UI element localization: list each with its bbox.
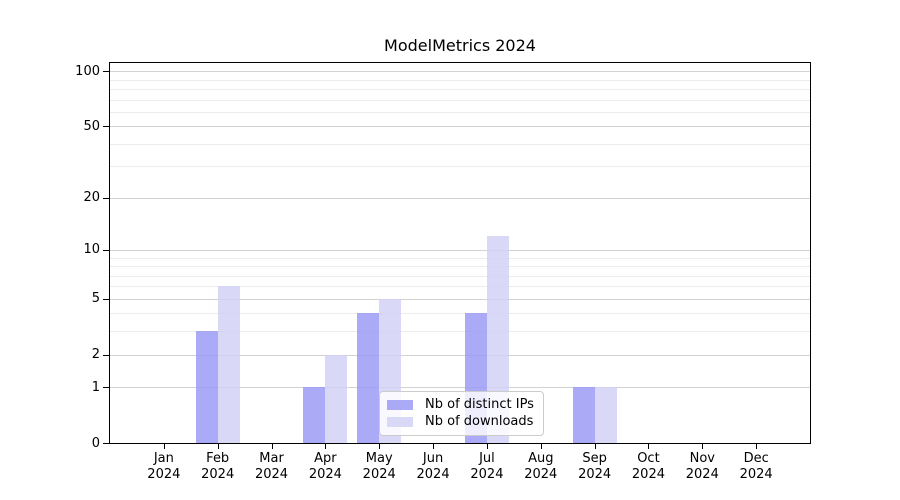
x-tick-label: Dec 2024 [739, 451, 773, 482]
y-gridline-major [110, 71, 810, 73]
x-tick-mark [702, 444, 704, 449]
x-tick-label: Sep 2024 [578, 451, 612, 482]
y-tick-label: 0 [91, 435, 100, 451]
legend-label: Nb of distinct IPs [425, 397, 534, 412]
y-gridline-minor [110, 266, 810, 268]
bar [572, 387, 595, 443]
x-tick-label: Aug 2024 [524, 451, 558, 482]
plot-area [110, 62, 810, 443]
y-tick-mark [103, 387, 109, 389]
chart-title: ModelMetrics 2024 [384, 36, 536, 55]
legend-item: Nb of distinct IPs [380, 397, 543, 414]
bottom-spine [109, 443, 811, 444]
y-gridline-minor [110, 275, 810, 277]
x-tick-label: Nov 2024 [685, 451, 719, 482]
legend-swatch-distinct-ips [387, 400, 413, 410]
y-tick-label: 100 [75, 63, 100, 79]
x-tick-label: Oct 2024 [631, 451, 665, 482]
y-tick-mark [103, 354, 109, 356]
y-gridline-minor [110, 286, 810, 288]
x-tick-label: Jul 2024 [470, 451, 504, 482]
legend-item: Nb of downloads [380, 414, 543, 431]
bar [303, 387, 326, 443]
y-gridline-major [110, 387, 810, 389]
x-tick-mark [756, 444, 758, 449]
y-gridline-minor [110, 143, 810, 145]
y-tick-label: 5 [91, 291, 100, 307]
y-gridline-major [110, 298, 810, 300]
y-gridline-minor [110, 331, 810, 333]
bar [594, 387, 617, 443]
y-tick-mark [103, 298, 109, 300]
x-tick-label: Apr 2024 [308, 451, 342, 482]
y-tick-label: 20 [83, 190, 100, 206]
legend-label: Nb of downloads [425, 414, 534, 429]
x-tick-mark [594, 444, 596, 449]
y-gridline-minor [110, 89, 810, 91]
y-gridline-major [110, 197, 810, 199]
x-tick-mark [325, 444, 327, 449]
x-tick-label: Mar 2024 [254, 451, 289, 482]
x-tick-mark [486, 444, 488, 449]
y-tick-mark [103, 71, 109, 73]
left-spine [109, 62, 110, 444]
top-spine [109, 62, 811, 63]
y-tick-label: 2 [91, 347, 100, 362]
y-gridline-minor [110, 111, 810, 113]
y-gridline-minor [110, 313, 810, 315]
x-tick-label: May 2024 [362, 451, 396, 482]
y-gridline-major [110, 126, 810, 128]
bar [217, 286, 240, 443]
bar [195, 331, 218, 443]
y-gridline-minor [110, 166, 810, 168]
y-tick-label: 10 [83, 242, 100, 258]
x-tick-label: Jun 2024 [416, 451, 450, 482]
legend: Nb of distinct IPs Nb of downloads [379, 391, 544, 436]
y-gridline-minor [110, 79, 810, 81]
x-tick-mark [271, 444, 273, 449]
x-tick-mark [217, 444, 219, 449]
bar [357, 313, 380, 443]
x-tick-mark [648, 444, 650, 449]
y-tick-mark [103, 197, 109, 199]
x-tick-mark [163, 444, 165, 449]
y-tick-mark [103, 443, 109, 444]
x-tick-label: Jan 2024 [147, 451, 181, 482]
y-tick-label: 50 [83, 118, 100, 134]
right-spine [810, 62, 811, 444]
x-tick-mark [540, 444, 542, 449]
y-gridline-major [110, 354, 810, 356]
legend-swatch-downloads [387, 417, 413, 427]
y-gridline-minor [110, 257, 810, 259]
x-tick-label: Feb 2024 [201, 451, 235, 482]
y-gridline-minor [110, 99, 810, 101]
y-gridline-major [110, 249, 810, 251]
x-tick-mark [433, 444, 435, 449]
y-tick-mark [103, 249, 109, 251]
y-tick-label: 1 [91, 379, 100, 395]
bar [325, 354, 348, 443]
y-tick-mark [103, 126, 109, 128]
x-tick-mark [379, 444, 381, 449]
